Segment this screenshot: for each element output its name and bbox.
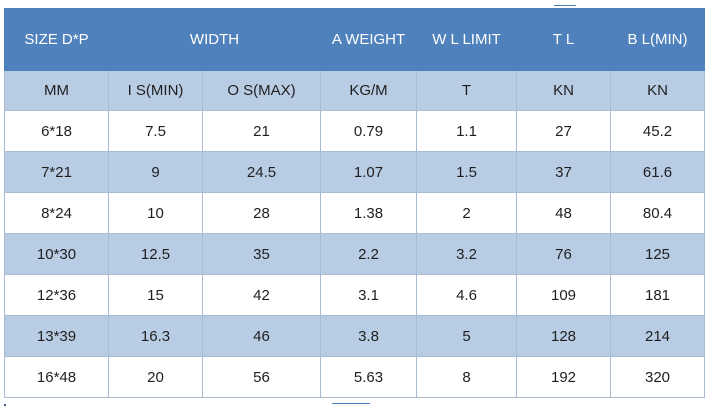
table-cell: 13*39: [4, 315, 109, 357]
table-cell: 8: [416, 356, 517, 398]
table-header-row: SIZE D*P WIDTH A WEIGHT W L LIMIT T L B …: [4, 8, 705, 71]
table-cell: 181: [610, 274, 705, 316]
table-cell: 0.79: [320, 110, 417, 152]
header-tl: T L: [516, 8, 611, 71]
table-cell: 192: [516, 356, 611, 398]
table-cell: 10: [108, 192, 203, 234]
unit-cell: T: [416, 70, 517, 111]
table-row: 13*39 16.3 46 3.8 5 128 214: [4, 315, 705, 357]
decorative-line-bottom: [332, 403, 370, 404]
header-size: SIZE D*P: [4, 8, 109, 71]
unit-cell: KG/M: [320, 70, 417, 111]
table-cell: 12.5: [108, 233, 203, 275]
unit-cell: KN: [610, 70, 705, 111]
table-cell: 27: [516, 110, 611, 152]
decorative-dot: [4, 404, 6, 406]
table-row: 8*24 10 28 1.38 2 48 80.4: [4, 192, 705, 234]
unit-cell: KN: [516, 70, 611, 111]
table-cell: 109: [516, 274, 611, 316]
table-cell: 76: [516, 233, 611, 275]
table-cell: 128: [516, 315, 611, 357]
table-cell: 80.4: [610, 192, 705, 234]
table-cell: 37: [516, 151, 611, 193]
unit-cell: MM: [4, 70, 109, 111]
table-row: 12*36 15 42 3.1 4.6 109 181: [4, 274, 705, 316]
decorative-line-top: [554, 5, 576, 6]
table-cell: 8*24: [4, 192, 109, 234]
table-row: 16*48 20 56 5.63 8 192 320: [4, 356, 705, 398]
table-cell: 35: [202, 233, 321, 275]
table-cell: 48: [516, 192, 611, 234]
table-cell: 320: [610, 356, 705, 398]
table-cell: 56: [202, 356, 321, 398]
units-row: MM I S(MIN) O S(MAX) KG/M T KN KN: [4, 70, 705, 111]
header-bl: B L(MIN): [610, 8, 705, 71]
table-row: 10*30 12.5 35 2.2 3.2 76 125: [4, 233, 705, 275]
table-cell: 7.5: [108, 110, 203, 152]
table-cell: 24.5: [202, 151, 321, 193]
table-cell: 9: [108, 151, 203, 193]
table-cell: 46: [202, 315, 321, 357]
table-cell: 4.6: [416, 274, 517, 316]
table-cell: 21: [202, 110, 321, 152]
spec-table: SIZE D*P WIDTH A WEIGHT W L LIMIT T L B …: [4, 8, 705, 398]
table-cell: 6*18: [4, 110, 109, 152]
table-cell: 2: [416, 192, 517, 234]
unit-cell: I S(MIN): [108, 70, 203, 111]
table-cell: 28: [202, 192, 321, 234]
table-cell: 214: [610, 315, 705, 357]
table-cell: 5.63: [320, 356, 417, 398]
table-cell: 61.6: [610, 151, 705, 193]
table-cell: 2.2: [320, 233, 417, 275]
header-wl-limit: W L LIMIT: [416, 8, 517, 71]
table-cell: 15: [108, 274, 203, 316]
table-cell: 12*36: [4, 274, 109, 316]
table-cell: 1.5: [416, 151, 517, 193]
spec-table-container: SIZE D*P WIDTH A WEIGHT W L LIMIT T L B …: [4, 8, 705, 398]
table-row: 7*21 9 24.5 1.07 1.5 37 61.6: [4, 151, 705, 193]
table-cell: 16*48: [4, 356, 109, 398]
table-cell: 1.07: [320, 151, 417, 193]
table-cell: 20: [108, 356, 203, 398]
table-cell: 1.38: [320, 192, 417, 234]
table-cell: 45.2: [610, 110, 705, 152]
table-cell: 3.1: [320, 274, 417, 316]
table-cell: 3.8: [320, 315, 417, 357]
table-cell: 16.3: [108, 315, 203, 357]
table-cell: 5: [416, 315, 517, 357]
table-cell: 42: [202, 274, 321, 316]
unit-cell: O S(MAX): [202, 70, 321, 111]
table-row: 6*18 7.5 21 0.79 1.1 27 45.2: [4, 110, 705, 152]
table-cell: 10*30: [4, 233, 109, 275]
header-width: WIDTH: [108, 8, 321, 71]
table-cell: 3.2: [416, 233, 517, 275]
table-cell: 125: [610, 233, 705, 275]
table-cell: 7*21: [4, 151, 109, 193]
header-a-weight: A WEIGHT: [320, 8, 417, 71]
table-cell: 1.1: [416, 110, 517, 152]
